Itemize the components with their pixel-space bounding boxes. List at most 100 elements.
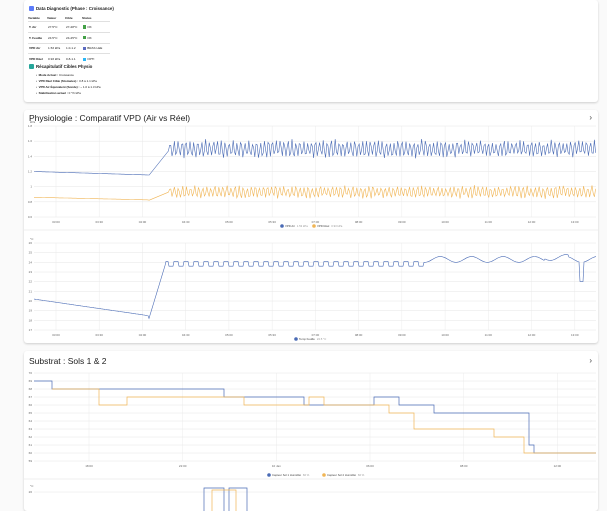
list-item: VPD Air Équivalent (Sonde) : ~ 1.0 à 1.3… xyxy=(36,85,101,91)
y-tick-label: 59 xyxy=(29,459,33,463)
x-tick-label: 04:30 xyxy=(182,220,190,224)
card-title: Physiologie : Comparatif VPD (Air vs Rée… xyxy=(29,113,191,123)
y-tick-label: 0.6 xyxy=(28,215,33,219)
cell-value: 1.53 kPa xyxy=(47,42,65,54)
x-tick-label: 13:00 xyxy=(571,333,579,337)
chart-emoji-icon xyxy=(29,6,34,11)
legend-swatch xyxy=(267,473,271,477)
y-tick-label: 68 xyxy=(29,387,33,391)
x-tick-label: 10:00 xyxy=(441,333,449,337)
y-tick-label: 1.6 xyxy=(28,139,33,143)
cell-value: 24.5°C xyxy=(47,31,65,44)
column-header: Variable xyxy=(28,16,40,20)
x-tick-label: 09:00 xyxy=(398,333,406,337)
status-check-icon xyxy=(83,25,87,29)
y-tick-label: 69 xyxy=(29,379,33,383)
substrat-charts: 70 69 68 67 66 65 64 63 62 61 60 59 18:00 22:00 10 Jan… xyxy=(24,371,598,511)
legend: Temp Feuille 24.5 °C xyxy=(294,337,326,341)
legend-label: Capteur Sol 1 Humidité 60 % xyxy=(272,473,310,477)
x-tick-label: 22:00 xyxy=(179,464,187,468)
legend-label: Temp Feuille 24.5 °C xyxy=(299,337,326,341)
chevron-right-icon[interactable]: › xyxy=(589,113,592,122)
chevron-right-icon[interactable]: › xyxy=(589,356,592,365)
status-check-icon xyxy=(83,57,87,62)
cell-target: 1.0-1.2 xyxy=(65,42,82,54)
legend-label: Capteur Sol 2 Humidité 60 % xyxy=(327,473,365,477)
legend-swatch xyxy=(322,473,326,477)
series-line-temp-feuille xyxy=(33,254,597,320)
x-tick-label: 05:00 xyxy=(225,333,233,337)
cell-status: OK xyxy=(82,31,110,44)
status-check-icon xyxy=(83,36,87,40)
x-tick-label: 06:00 xyxy=(366,464,374,468)
cell-status: OK xyxy=(82,21,110,33)
x-tick-label: 04:30 xyxy=(182,333,190,337)
cell-variable: T. Feuille xyxy=(28,31,47,44)
x-tick-label: 05:30 xyxy=(268,220,276,224)
status-check-icon xyxy=(83,47,87,51)
y-tick-label: 60 xyxy=(29,451,33,455)
series-line-sol-2 xyxy=(52,388,596,454)
x-tick-label: 05:00 xyxy=(225,220,233,224)
cell-target: 0.8-1.1 xyxy=(65,53,82,65)
x-tick-label: 08:00 xyxy=(460,464,468,468)
diagnostic-table: Variable Valeur Cible Status T. Air 27.5°… xyxy=(28,15,110,65)
x-tick-label: 13:00 xyxy=(571,220,579,224)
legend-label: VPD Réel 0.93 kPa xyxy=(317,224,343,228)
y-tick-label: 1.4 xyxy=(28,154,33,158)
y-tick-label: 62 xyxy=(29,435,33,439)
x-tick-label: 07:00 xyxy=(312,220,320,224)
diagnostic-heading: Data Diagnostic (Phase : Croissance) xyxy=(29,6,114,11)
vpd-charts: 1.8 1.6 1.4 1.2 1 0.8 0.6 kPa 03:00 03:30 04:00 04:… xyxy=(24,120,598,341)
table-row: VPD Réel 0.93 kPa 0.8-1.1 OPTI xyxy=(28,53,110,65)
legend-swatch xyxy=(312,224,316,228)
list-item: Mode Actuel : Croissance xyxy=(36,73,101,79)
y-tick-label: 61 xyxy=(29,443,33,447)
x-tick-label: 03:30 xyxy=(95,333,103,337)
legend: Capteur Sol 1 Humidité 60 % Capteur Sol 2 … xyxy=(267,473,365,477)
column-header: Valeur xyxy=(47,16,57,20)
diagnostic-card: Data Diagnostic (Phase : Croissance) Var… xyxy=(24,0,598,102)
series-line-vpd-reel xyxy=(34,185,596,201)
cell-value: 27.5°C xyxy=(47,21,65,33)
y-tick-label: 1.8 xyxy=(28,124,33,128)
x-tick-label: 03:30 xyxy=(95,220,103,224)
y-tick-label: 17 xyxy=(29,328,33,332)
x-tick-label: 04:00 xyxy=(139,220,147,224)
series-line-sol-1 xyxy=(34,380,596,454)
legend-swatch xyxy=(294,337,298,341)
y-axis-unit: °C xyxy=(30,484,34,488)
x-tick-label: 03:00 xyxy=(52,220,60,224)
x-tick-label: 08:00 xyxy=(355,333,363,337)
y-tick-label: 23 xyxy=(29,270,33,274)
x-tick-label: 05:30 xyxy=(268,333,276,337)
x-tick-label: 08:00 xyxy=(355,220,363,224)
y-tick-label: 25 xyxy=(29,251,33,255)
cell-value: 0.93 kPa xyxy=(47,53,65,65)
x-tick-label: 09:00 xyxy=(398,220,406,224)
y-tick-label: 1.2 xyxy=(28,170,33,174)
cell-variable: VPD Air xyxy=(28,42,47,54)
series-line-vpd-air xyxy=(34,138,596,176)
vpd-card: Physiologie : Comparatif VPD (Air vs Rée… xyxy=(24,110,598,343)
cell-variable: T. Air xyxy=(28,21,47,33)
card-title: Substrat : Sols 1 & 2 xyxy=(29,356,107,366)
cell-status: BRAS LEE xyxy=(82,42,110,54)
legend-label: VPD Air 1.53 kPa xyxy=(285,224,308,228)
y-tick-label: 64 xyxy=(29,419,33,423)
y-tick-label: 67 xyxy=(29,395,33,399)
y-tick-label: 21 xyxy=(29,289,33,293)
y-tick-label: 24 xyxy=(29,260,33,264)
table-row: T. Air 27.5°C 27-28°C OK xyxy=(28,21,110,33)
x-tick-label: 12:00 xyxy=(528,333,536,337)
y-tick-label: 20 xyxy=(29,299,33,303)
chart-emoji-icon xyxy=(29,64,34,69)
cell-target: 27-28°C xyxy=(65,21,82,33)
x-tick-label: 11:00 xyxy=(485,333,493,337)
x-tick-label: 10:00 xyxy=(441,220,449,224)
y-tick-label: 65 xyxy=(29,411,33,415)
column-header: Cible xyxy=(65,16,73,20)
column-header: Status xyxy=(82,16,92,20)
y-axis-unit: kPa xyxy=(30,120,36,124)
list-item: VPD Réel Cible (Stomates) : 0.8 à 1.1 kP… xyxy=(36,79,101,85)
